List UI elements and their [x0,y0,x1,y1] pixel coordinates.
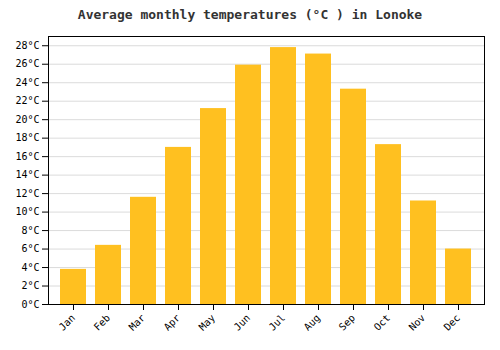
svg-text:0°C: 0°C [21,299,39,310]
svg-text:12°C: 12°C [15,188,39,199]
svg-text:Jan: Jan [57,312,78,333]
svg-text:18°C: 18°C [15,132,39,143]
svg-text:2°C: 2°C [21,280,39,291]
html-text:Average monthly temperatures (: Average monthly temperatures (°C ) in Lo… [77,7,423,22]
svg-text:Jul: Jul [267,312,288,333]
svg-text:4°C: 4°C [21,262,39,273]
svg-text:Feb: Feb [92,312,113,333]
svg-text:16°C: 16°C [15,151,39,162]
svg-text:24°C: 24°C [15,77,39,88]
svg-text:Sep: Sep [337,312,358,333]
svg-text:8°C: 8°C [21,225,39,236]
svg-text:Nov: Nov [407,312,428,333]
svg-text:Mar: Mar [127,312,148,333]
svg-text:20°C: 20°C [15,114,39,125]
svg-text:6°C: 6°C [21,243,39,254]
svg-text:22°C: 22°C [15,95,39,106]
svg-text:10°C: 10°C [15,206,39,217]
svg-text:Aug: Aug [302,312,323,333]
svg-text:14°C: 14°C [15,169,39,180]
svg-text:Jun: Jun [232,312,253,333]
svg-text:Dec: Dec [442,312,463,333]
svg-text:Oct: Oct [372,312,393,333]
svg-text:Apr: Apr [162,312,183,333]
svg-text:May: May [197,312,218,333]
svg-text:28°C: 28°C [15,40,39,51]
svg-text:26°C: 26°C [15,58,39,69]
